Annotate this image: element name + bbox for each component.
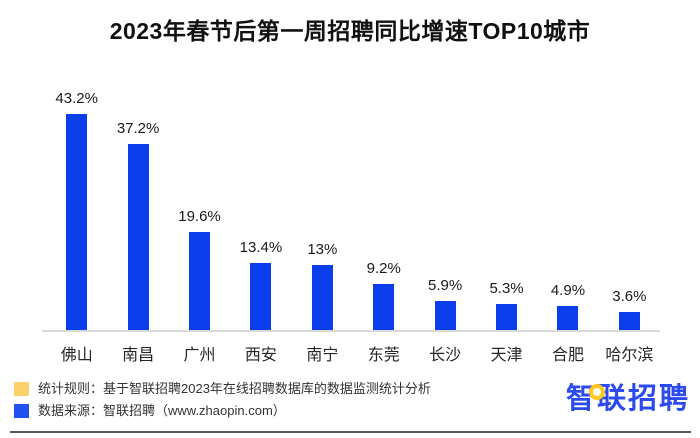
- legend-swatch-icon: [14, 381, 29, 396]
- bar-value-label: 43.2%: [55, 90, 98, 107]
- bar-value-label: 9.2%: [366, 260, 401, 277]
- bar-column: 4.9%: [537, 281, 598, 330]
- bar-column: 37.2%: [107, 120, 168, 330]
- bar-value-label: 37.2%: [116, 120, 160, 137]
- bar-column: 19.6%: [169, 208, 230, 330]
- bar-column: 13.4%: [230, 239, 291, 330]
- bar-value-label: 19.6%: [178, 208, 221, 225]
- footer: 统计规则：基于智联招聘2023年在线招聘数据库的数据监测统计分析 数据来源：智联招…: [14, 381, 690, 418]
- x-axis-label: 佛山: [60, 347, 93, 364]
- chart-title: 2023年春节后第一周招聘同比增速TOP10城市: [109, 18, 591, 44]
- bar: [496, 303, 518, 330]
- x-axis-label: 长沙: [429, 347, 462, 364]
- x-axis-label: 西安: [244, 347, 277, 364]
- bottom-divider: [10, 431, 691, 433]
- bar: [557, 305, 579, 330]
- bar: [250, 263, 272, 330]
- bar-value-label: 13.4%: [239, 239, 283, 256]
- logo-text: 智联招聘: [565, 383, 690, 415]
- legend-note: 数据来源：智联招聘（www.zhaopin.com）: [14, 403, 431, 418]
- legend-swatch-icon: [14, 403, 29, 418]
- legend-notes: 统计规则：基于智联招聘2023年在线招聘数据库的数据监测统计分析 数据来源：智联招…: [14, 381, 431, 418]
- bar-value-label: 4.9%: [550, 281, 586, 299]
- x-axis-label: 广州: [183, 347, 216, 364]
- bar-column: 3.6%: [599, 288, 660, 330]
- x-axis-label: 南昌: [122, 347, 155, 364]
- bar-value-label: 5.3%: [489, 279, 524, 297]
- x-axis-label: 哈尔滨: [605, 347, 654, 364]
- bar-value-label: 3.6%: [612, 288, 647, 305]
- bar-column: 5.3%: [476, 279, 537, 330]
- bar-column: 43.2%: [46, 90, 107, 330]
- x-axis-label: 东莞: [367, 347, 400, 364]
- legend-note-text: 统计规则：基于智联招聘2023年在线招聘数据库的数据监测统计分析: [38, 381, 431, 396]
- bar: [189, 232, 211, 330]
- bar-column: 5.9%: [414, 276, 475, 330]
- bar-value-label: 13%: [307, 241, 338, 258]
- zhaopin-logo: 智联招聘: [566, 381, 690, 417]
- bar: [311, 265, 333, 330]
- bar-value-label: 5.9%: [428, 276, 463, 294]
- legend-note-text: 数据来源：智联招聘（www.zhaopin.com）: [38, 403, 286, 418]
- logo-accent-icon: [588, 384, 605, 400]
- bar: [618, 312, 640, 330]
- x-axis-label: 南宁: [306, 347, 339, 364]
- x-axis-label: 合肥: [551, 347, 584, 364]
- x-axis-labels: 佛山 南昌 广州 西安 南宁 东莞 长沙 天津 合肥 哈尔滨: [46, 341, 660, 365]
- legend-note: 统计规则：基于智联招聘2023年在线招聘数据库的数据监测统计分析: [14, 381, 431, 396]
- bar-column: 9.2%: [353, 260, 414, 330]
- bar-column: 13%: [292, 241, 353, 330]
- x-axis-line: [42, 330, 660, 332]
- bar: [373, 284, 395, 330]
- x-axis-label: 天津: [490, 347, 523, 364]
- bar: [127, 144, 149, 330]
- bar: [66, 114, 88, 330]
- bar: [434, 300, 456, 330]
- bar-chart: 43.2% 37.2% 19.6% 13.4% 13% 9.2% 5.9% 5.3% 4.9% 3…: [46, 85, 660, 330]
